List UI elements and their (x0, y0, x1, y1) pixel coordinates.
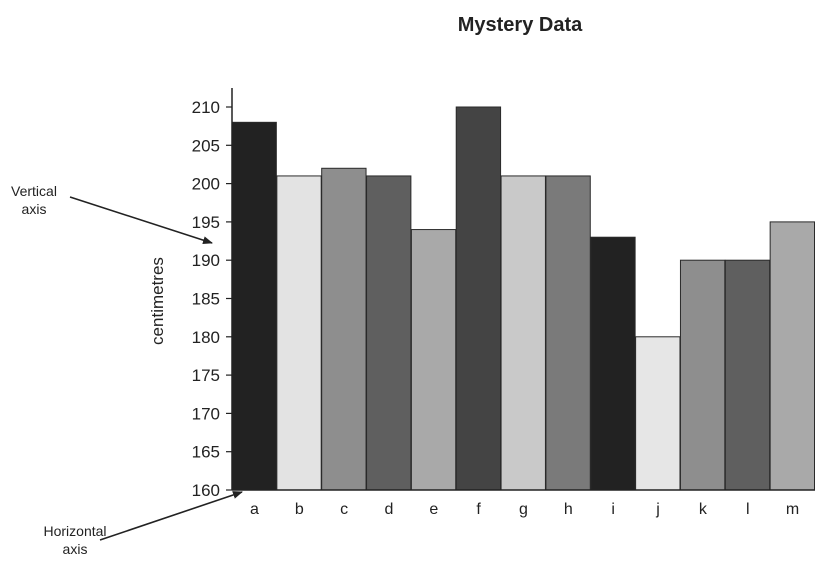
y-tick-label-165: 165 (192, 443, 220, 462)
bar-b (276, 175, 322, 491)
bar-e (410, 229, 457, 491)
y-axis-label: centimetres (148, 257, 167, 345)
horizontal-axis-arrow (99, 491, 243, 541)
bar-h (545, 175, 591, 491)
x-tick-label-c: c (340, 501, 348, 518)
vertical-axis-annotation-line-1: Vertical (11, 183, 57, 199)
bar-m (769, 221, 815, 491)
bar-a (231, 121, 277, 491)
annotation-arrows (69, 196, 243, 541)
x-tick-label-j: j (655, 501, 660, 518)
chart-title: Mystery Data (457, 14, 583, 36)
x-tick-label-g: g (519, 501, 528, 518)
x-tick-label-l: l (746, 501, 750, 518)
bar-g (500, 175, 546, 491)
vertical-axis-annotation-line-2: axis (21, 201, 47, 217)
y-tick-label-210: 210 (192, 98, 220, 117)
y-tick-label-190: 190 (192, 251, 220, 270)
vertical-axis-annotation: Vertical axis (2, 182, 66, 218)
y-tick-label-195: 195 (192, 213, 220, 232)
axes-layer: 160 165 170 175 180 185 190 195 200 205 210 centime… (148, 88, 815, 500)
y-tick-label-185: 185 (192, 290, 220, 309)
horizontal-axis-annotation-line-1: Horizontal (43, 523, 107, 539)
y-tick-label-160: 160 (192, 481, 220, 500)
y-tick-label-180: 180 (192, 328, 220, 347)
bar-f (455, 106, 502, 491)
bar-l (724, 259, 771, 491)
y-tick-label-170: 170 (192, 404, 220, 423)
x-tick-label-i: i (611, 501, 615, 518)
y-tick-label-205: 205 (192, 136, 220, 155)
x-tick-label-f: f (476, 501, 481, 518)
x-tick-label-k: k (699, 501, 708, 518)
y-tick-label-200: 200 (192, 175, 220, 194)
bars-layer: a b c d e f g h i j k l m (231, 106, 815, 518)
x-tick-label-a: a (250, 501, 259, 518)
bar-j (635, 336, 681, 491)
bar-k (679, 259, 726, 491)
x-tick-label-b: b (295, 501, 304, 518)
bar-c (321, 167, 367, 491)
x-tick-label-m: m (786, 501, 799, 518)
horizontal-axis-annotation-line-2: axis (62, 541, 88, 557)
horizontal-axis-annotation: Horizontal axis (30, 522, 120, 558)
vertical-axis-arrow (69, 196, 213, 245)
bar-i (590, 236, 636, 491)
y-tick-label-175: 175 (192, 366, 220, 385)
bar-d (366, 175, 412, 491)
x-tick-label-d: d (385, 501, 394, 518)
x-tick-label-e: e (429, 501, 438, 518)
x-tick-label-h: h (564, 501, 573, 518)
